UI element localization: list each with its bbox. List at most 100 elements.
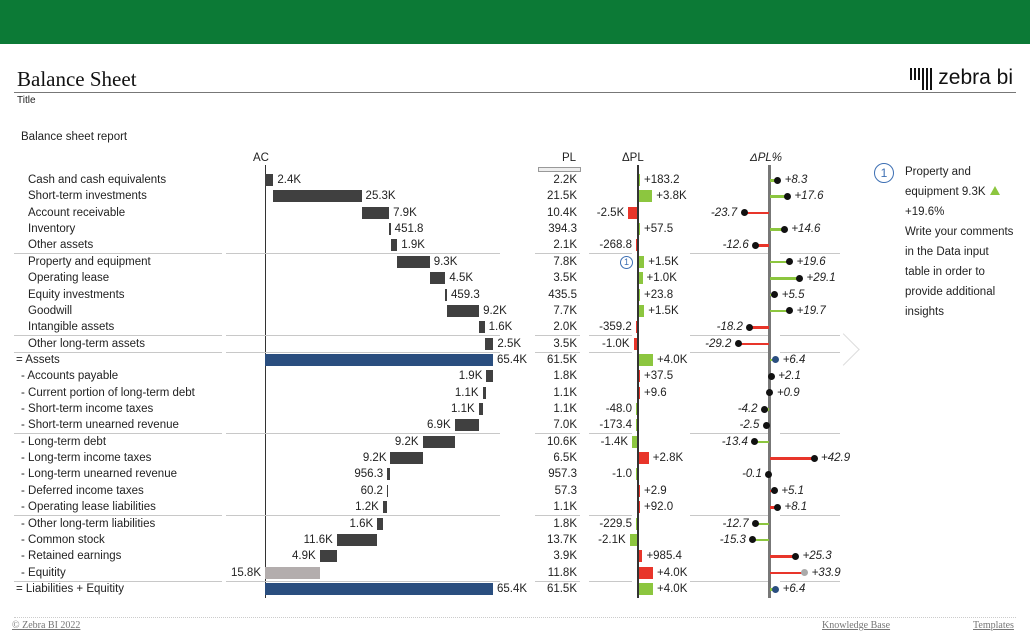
comment-body: Write your comments in the Data input ta… <box>905 226 1014 318</box>
delta-pl-label: +2.8K <box>652 452 684 465</box>
delta-pl-percent-label: +29.1 <box>806 272 836 285</box>
delta-pl-percent-label: +19.7 <box>796 304 826 317</box>
row-label: - Long-term unearned revenue <box>21 468 177 481</box>
delta-pl-percent-label: +8.1 <box>784 501 808 514</box>
comment-marker[interactable]: 1 <box>874 163 894 183</box>
row-label: Property and equipment <box>28 255 151 268</box>
row-separator <box>535 351 580 353</box>
delta-pl-label: +4.0K <box>657 353 688 366</box>
ac-bar <box>486 370 493 383</box>
pl-value: 3.5K <box>553 337 577 350</box>
row-label: Intangible assets <box>28 321 115 334</box>
row-label: - Current portion of long-term debt <box>21 386 195 399</box>
row-separator <box>14 351 222 353</box>
delta-pl-percent-label: +6.4 <box>782 583 806 595</box>
pl-value: 6.5K <box>553 452 577 465</box>
delta-pl-bar <box>628 206 637 219</box>
ac-bar <box>454 419 479 432</box>
pl-value: 57.3 <box>554 484 577 497</box>
pl-value: 2.0K <box>553 321 577 334</box>
row-separator <box>226 580 500 582</box>
ac-bar <box>265 566 321 579</box>
comment-marker-inline[interactable]: 1 <box>620 255 633 269</box>
ac-bar <box>361 206 390 219</box>
delta-pl-percent-dot <box>786 258 794 266</box>
delta-pl-percent-pin <box>770 555 797 558</box>
row-separator <box>780 433 840 435</box>
row-label: - Other long-term liabilities <box>21 517 156 530</box>
ac-value-label: 4.9K <box>292 550 316 563</box>
logo-bars-icon <box>910 68 933 90</box>
delta-pl-label: +37.5 <box>644 370 674 383</box>
row-separator <box>589 351 632 353</box>
delta-pl-percent-dot <box>752 520 760 528</box>
pl-value: 1.8K <box>553 517 577 530</box>
ac-value-label: 4.5K <box>449 272 474 285</box>
delta-pl-percent-label: +6.4 <box>782 353 806 366</box>
row-separator <box>226 351 500 353</box>
column-header-delta-pl-percent: ΔPL% <box>750 152 783 164</box>
delta-pl-label: -1.4K <box>600 435 629 448</box>
pl-value: 13.7K <box>546 533 577 546</box>
delta-pl-percent-dot <box>770 487 778 495</box>
delta-pl-bar <box>639 353 653 366</box>
ac-bar <box>390 452 423 465</box>
knowledge-base-link[interactable]: Knowledge Base <box>822 620 891 631</box>
delta-pl-label: -2.1K <box>598 533 626 546</box>
delta-pl-label: +2.9 <box>644 484 667 497</box>
row-separator <box>690 515 768 517</box>
delta-pl-percent-axis <box>768 165 771 598</box>
row-separator <box>226 253 500 255</box>
delta-pl-label: -268.8 <box>599 239 632 252</box>
delta-pl-bar <box>639 386 640 399</box>
delta-pl-label: +9.6 <box>644 386 667 399</box>
row-label: - Equitity <box>21 566 66 579</box>
row-separator <box>14 253 222 255</box>
ac-value-label: 15.8K <box>230 566 261 579</box>
delta-pl-bar <box>636 239 637 252</box>
row-label: - Long-term debt <box>21 435 107 448</box>
ac-value-label: 1.2K <box>355 501 379 514</box>
delta-pl-label: -1.0 <box>612 468 632 481</box>
footer-copyright: © Zebra BI 2022 <box>12 620 81 631</box>
delta-pl-percent-pin <box>770 260 791 264</box>
delta-pl-percent-dot <box>771 291 779 299</box>
comment-delta: +19.6% <box>905 206 945 218</box>
row-label: - Short-term income taxes <box>21 403 154 416</box>
delta-pl-percent-dot <box>762 421 770 429</box>
delta-pl-percent-label: -0.1 <box>742 468 762 481</box>
ac-value-label: 451.8 <box>394 223 424 236</box>
pl-value: 3.9K <box>553 550 577 563</box>
pl-value: 21.5K <box>546 190 577 203</box>
row-separator <box>535 515 580 517</box>
delta-pl-bar <box>629 533 637 546</box>
delta-pl-percent-dot <box>734 340 742 348</box>
chevron-right-icon[interactable] <box>827 333 860 366</box>
row-label: - Retained earnings <box>21 550 122 563</box>
row-separator <box>780 335 840 337</box>
delta-pl-label: -359.2 <box>599 321 632 334</box>
ac-value-label: 2.4K <box>277 174 302 186</box>
ac-value-label: 459.3 <box>451 288 480 301</box>
row-separator <box>226 335 500 337</box>
row-separator <box>589 253 632 255</box>
ac-bar <box>478 403 483 416</box>
ac-value-label: 9.2K <box>483 304 507 317</box>
row-separator <box>14 335 222 337</box>
ac-value-label: 11.6K <box>303 533 333 546</box>
row-label: Account receivable <box>28 206 126 219</box>
ac-value-label: 1.1K <box>454 386 479 399</box>
ac-value-label: 60.2 <box>360 484 383 497</box>
delta-pl-percent-dot <box>749 536 757 544</box>
row-separator <box>589 580 632 582</box>
delta-pl-percent-label: +19.6 <box>796 255 826 268</box>
delta-pl-bar <box>636 419 637 432</box>
templates-link[interactable]: Templates <box>973 620 1014 631</box>
delta-pl-percent-label: -18.2 <box>716 321 743 334</box>
delta-pl-percent-label: +2.1 <box>778 370 801 383</box>
row-separator <box>690 351 768 353</box>
report-title: Balance sheet report <box>21 131 128 143</box>
pl-value: 7.7K <box>553 304 577 317</box>
delta-pl-label: +4.0K <box>657 566 688 579</box>
delta-pl-percent-label: +14.6 <box>791 223 821 236</box>
